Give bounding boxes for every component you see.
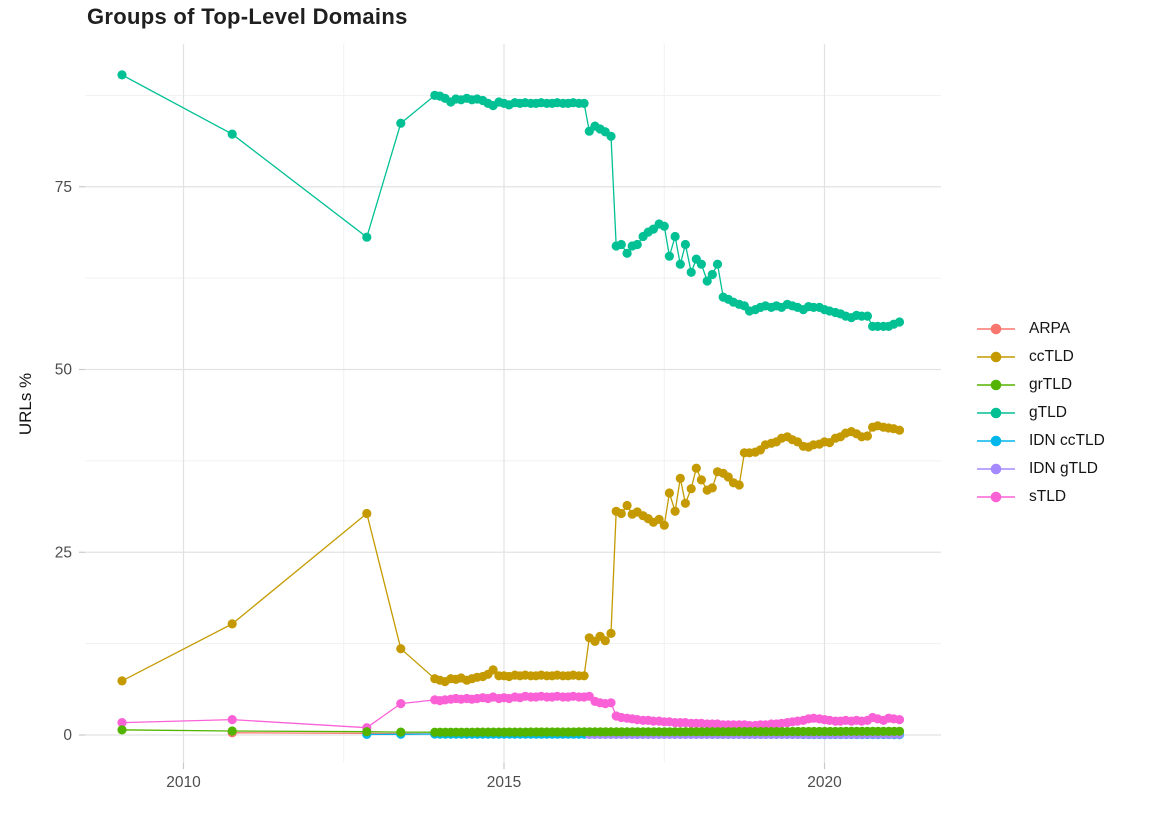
- data-point: [117, 718, 127, 728]
- data-point: [606, 628, 616, 639]
- data-point: [696, 259, 707, 269]
- data-point: [894, 317, 905, 327]
- data-point: [707, 483, 717, 493]
- data-point: [664, 251, 675, 261]
- series-gtld: [117, 70, 905, 331]
- data-point: [670, 506, 680, 516]
- data-point: [622, 248, 632, 258]
- y-tick-label: 75: [55, 179, 72, 196]
- data-point: [579, 671, 589, 681]
- data-point: [894, 715, 905, 725]
- grid-major: [85, 44, 941, 763]
- data-point: [600, 636, 610, 646]
- legend-item-stld: sTLD: [976, 487, 1105, 507]
- legend-key-icon: [977, 491, 1015, 503]
- legend-item-gtld: gTLD: [976, 403, 1105, 423]
- data-point: [862, 311, 873, 321]
- data-point: [632, 239, 642, 250]
- legend-key-icon: [977, 407, 1015, 419]
- data-point: [686, 267, 696, 277]
- legend-key-icon: [977, 323, 1015, 335]
- data-point: [579, 98, 589, 108]
- legend-label: ARPA: [1029, 320, 1071, 337]
- chart-title: Groups of Top-Level Domains: [87, 4, 408, 29]
- legend-key-icon: [977, 435, 1015, 447]
- data-point: [659, 221, 669, 231]
- data-point: [675, 259, 685, 269]
- data-point: [396, 727, 406, 737]
- data-point: [680, 498, 691, 508]
- y-tick-label: 25: [55, 544, 72, 561]
- x-axis-labels: 2010 2015 2020: [166, 774, 842, 791]
- data-point: [696, 475, 707, 485]
- y-axis-labels: 0 25 50 75: [55, 179, 73, 744]
- data-point: [686, 484, 696, 494]
- data-point: [606, 131, 616, 141]
- series-arpa: [227, 728, 440, 739]
- legend-key-icon: [977, 463, 1015, 475]
- data-point: [664, 488, 675, 498]
- series-cctld: [117, 421, 905, 687]
- data-point: [117, 676, 127, 686]
- data-point: [396, 118, 406, 128]
- data-point: [734, 480, 744, 490]
- data-point: [862, 431, 873, 441]
- data-point: [659, 520, 669, 530]
- data-point: [227, 129, 237, 139]
- legend: ARPA ccTLD grTLD gTLD IDN ccTLD IDN gTLD sTLD: [976, 319, 1105, 507]
- axis-ticks: [79, 186, 826, 769]
- data-point: [117, 725, 127, 735]
- data-point: [894, 425, 905, 435]
- data-point: [362, 508, 372, 519]
- legend-key-icon: [977, 379, 1015, 391]
- series-stld: [117, 691, 905, 733]
- data-point: [894, 726, 905, 736]
- data-point: [396, 644, 406, 654]
- data-point: [675, 473, 685, 483]
- data-point: [616, 508, 626, 519]
- data-point: [702, 276, 712, 286]
- x-tick-label: 2020: [807, 774, 842, 791]
- data-point: [680, 239, 691, 250]
- data-point: [227, 726, 237, 736]
- series-grtld: [117, 725, 905, 737]
- x-tick-label: 2010: [166, 774, 201, 791]
- legend-item-grtld: grTLD: [976, 375, 1105, 395]
- legend-label: gTLD: [1029, 404, 1067, 421]
- grid-minor: [85, 44, 941, 763]
- legend-item-arpa: ARPA: [976, 319, 1105, 339]
- y-tick-label: 50: [55, 362, 73, 379]
- legend-label: IDN gTLD: [1029, 460, 1098, 477]
- data-point: [488, 665, 498, 675]
- y-tick-label: 0: [63, 727, 72, 744]
- data-point: [712, 259, 723, 269]
- data-point: [227, 715, 237, 725]
- data-point: [362, 727, 372, 737]
- legend-item-cctld: ccTLD: [976, 347, 1105, 367]
- data-point: [227, 619, 237, 629]
- legend-item-idn-gtld: IDN gTLD: [976, 459, 1105, 479]
- legend-label: sTLD: [1029, 488, 1067, 505]
- data-point: [691, 463, 701, 473]
- data-point: [616, 239, 626, 250]
- legend-label: ccTLD: [1029, 348, 1074, 365]
- data-point: [670, 231, 680, 242]
- legend-item-idn-cctld: IDN ccTLD: [976, 431, 1105, 451]
- x-tick-label: 2015: [487, 774, 521, 791]
- data-point: [396, 699, 406, 709]
- data-point: [707, 269, 717, 280]
- data-point: [606, 698, 616, 708]
- data-point: [622, 500, 632, 511]
- legend-label: IDN ccTLD: [1029, 432, 1105, 449]
- legend-label: grTLD: [1029, 376, 1073, 393]
- data-point: [362, 232, 372, 242]
- legend-key-icon: [977, 351, 1015, 363]
- data-point: [117, 70, 127, 80]
